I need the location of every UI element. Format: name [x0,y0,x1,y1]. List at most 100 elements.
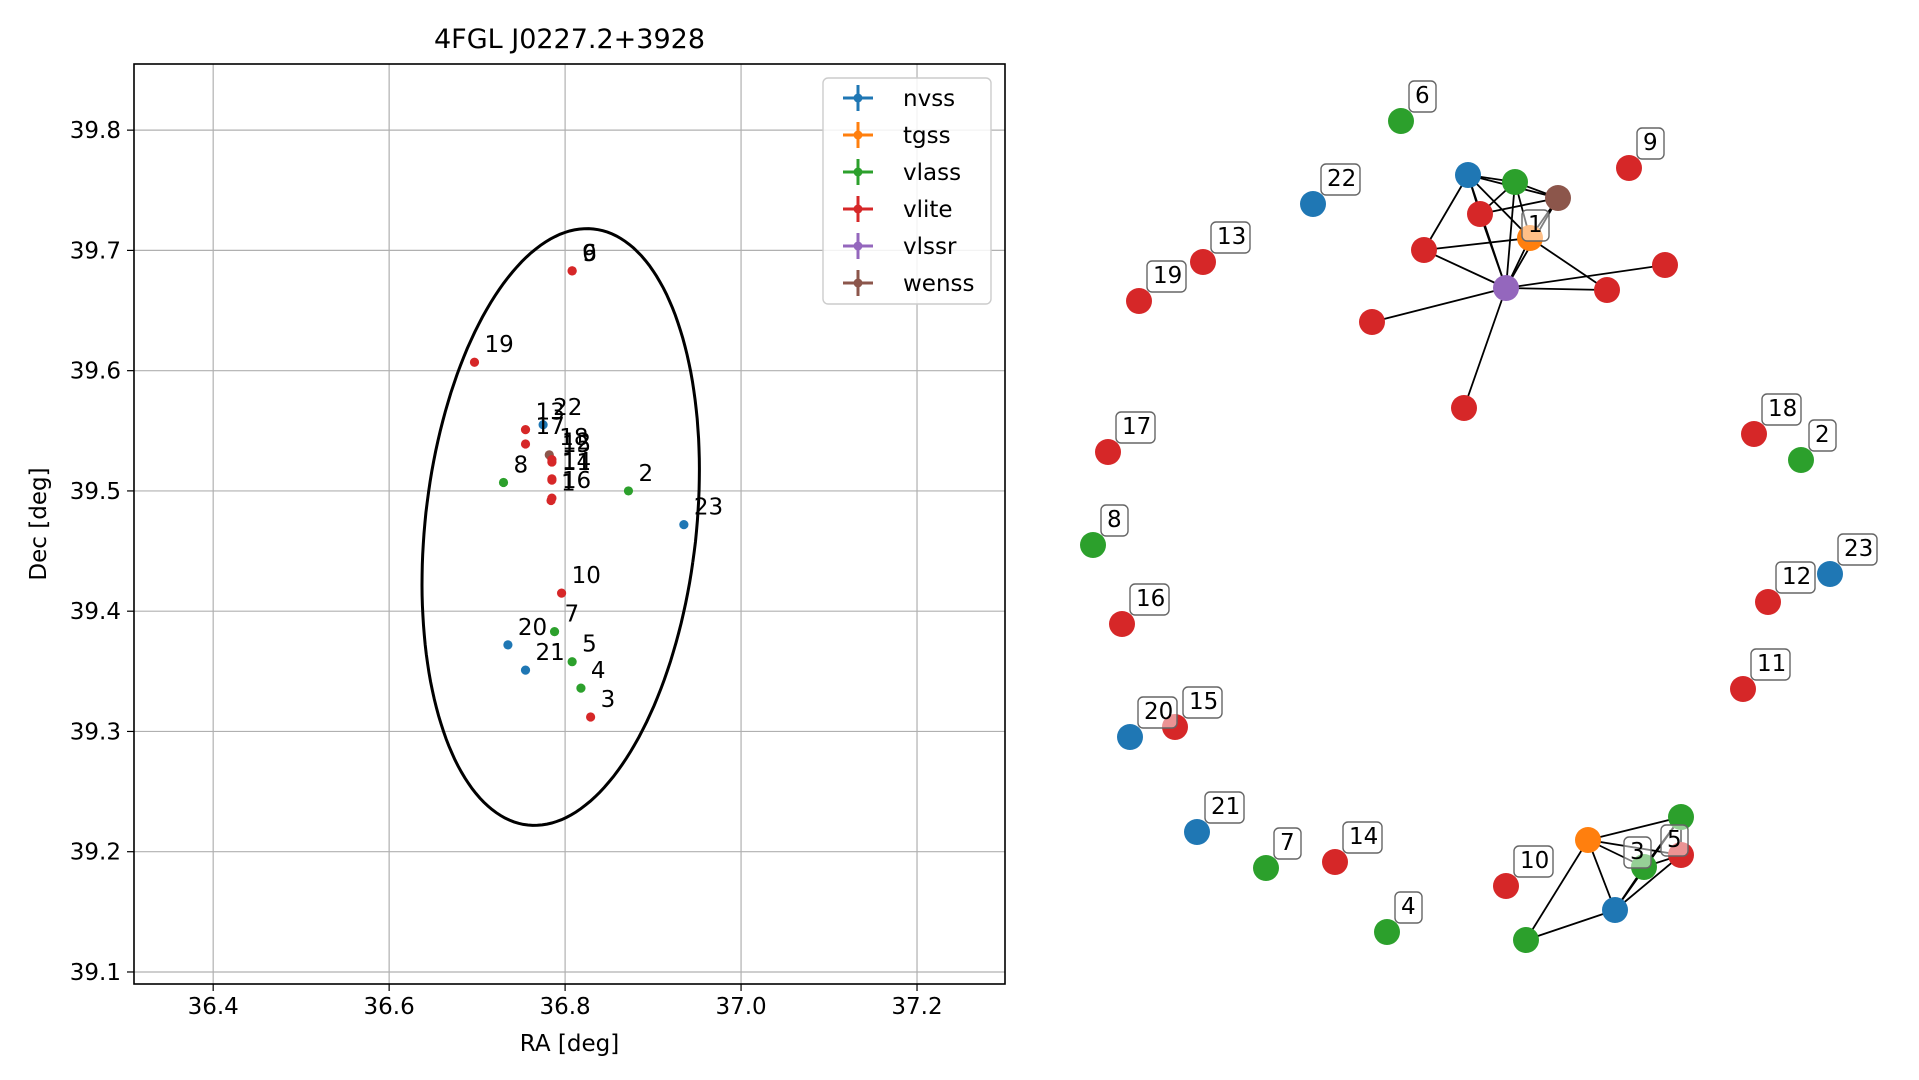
x-tick-label: 36.6 [364,994,415,1020]
node-label: 5 [1667,827,1682,853]
data-point-vlite [546,495,556,506]
x-tick-label: 37.0 [715,994,766,1020]
graph-node-vlite [1109,611,1135,637]
node-label-box [1182,686,1223,719]
graph-edge [1479,213,1507,289]
data-point-vlite [547,457,557,467]
y-axis-label: Dec [deg] [26,467,52,580]
data-point-vlite [586,712,596,722]
node-label-box [1342,821,1383,854]
y-tick-label: 39.6 [70,359,121,385]
node-label: 16 [1136,586,1165,612]
graph-node-vlite [1616,155,1642,181]
node-label: 18 [1768,396,1797,422]
node-label-box [1273,827,1302,860]
x-tick-label: 37.2 [891,994,942,1020]
data-point-vlite [547,475,557,485]
graph-edge [1423,237,1531,251]
point-label: 11 [562,450,591,476]
y-tick-label: 39.8 [70,118,121,144]
node-label-box [1320,163,1361,196]
graph-node-vlite [1451,395,1477,421]
data-point-vlite [556,588,567,598]
data-point-vlite [520,424,531,435]
point-label: 12 [562,430,591,456]
data-point-nvss [520,665,531,675]
point-label: 9 [582,241,597,267]
point-label: 17 [536,414,565,440]
graph-edge [1479,197,1559,215]
graph-node-nvss [1300,191,1326,217]
graph-edge [1614,854,1682,911]
graph-edge [1467,174,1531,239]
graph-node-vlssr [1493,275,1519,301]
node-label: 4 [1401,894,1416,920]
graph-node-vlass [1388,108,1414,134]
node-label-box [1146,260,1187,293]
graph-edge [1463,287,1507,409]
legend-marker-nvss-dot [853,93,863,103]
node-label-box [1521,209,1550,242]
node-label-box [1808,419,1837,452]
point-label: 23 [694,495,723,521]
node-label: 10 [1520,848,1549,874]
y-tick-label: 39.4 [70,599,121,625]
graph-edge [1587,816,1682,841]
legend: nvss tgss vlass vlite vlssr wenss [822,77,992,305]
node-label: 12 [1782,564,1811,590]
node-label: 15 [1189,689,1218,715]
point-label: 20 [518,615,547,641]
node-label: 19 [1153,263,1182,289]
graph-node-vlite [1411,237,1437,263]
point-label: 15 [562,432,591,458]
error-ellipse [420,227,701,827]
legend-marker-tgss-dot [853,130,863,140]
graph-node-vlite [1359,309,1385,335]
graph-node-vlite [1095,439,1121,465]
data-point-vlite [469,357,480,367]
node-label-box [1210,221,1251,254]
graph-edge [1505,287,1608,291]
graph-node-nvss [1184,819,1210,845]
point-label: 3 [601,687,616,713]
node-label: 11 [1757,651,1786,677]
node-label: 23 [1844,536,1873,562]
point-label: 14 [562,449,591,475]
legend-entry-vlssr: vlssr [903,234,957,260]
node-label: 22 [1327,166,1356,192]
graph-node-tgss [1575,827,1601,853]
x-tick-label: 36.4 [188,994,239,1020]
point-label: 6 [582,241,597,267]
node-label-box [1137,696,1178,729]
graph-node-vlite [1730,676,1756,702]
point-label: 5 [582,632,597,658]
data-point-vlite [520,439,531,449]
x-tick-label: 36.8 [539,994,590,1020]
node-label-box [1837,533,1878,566]
node-label-box [1115,411,1156,444]
point-label: 18 [559,425,588,451]
data-point-nvss [679,520,689,530]
node-label: 13 [1217,224,1246,250]
graph-node-vlite [1493,873,1519,899]
data-point-vlass [623,486,634,496]
node-label-box [1761,393,1802,426]
legend-entry-nvss: nvss [903,86,955,112]
graph-node-vlite [1741,421,1767,447]
node-label-box [1129,583,1170,616]
graph-node-vlite [1755,589,1781,615]
graph-edge [1371,287,1507,323]
legend-entry-tgss: tgss [903,123,951,149]
graph-node-vlass [1502,169,1528,195]
graph-node-vlass [1668,804,1694,830]
graph-node-vlite [1190,249,1216,275]
node-label: 2 [1815,422,1830,448]
node-label-box [1513,845,1554,878]
node-label: 17 [1122,414,1151,440]
legend-marker-vlite-dot [853,204,863,214]
y-tick-label: 39.3 [70,719,121,745]
y-tick-label: 39.7 [70,238,121,264]
node-label-box [1750,648,1791,681]
